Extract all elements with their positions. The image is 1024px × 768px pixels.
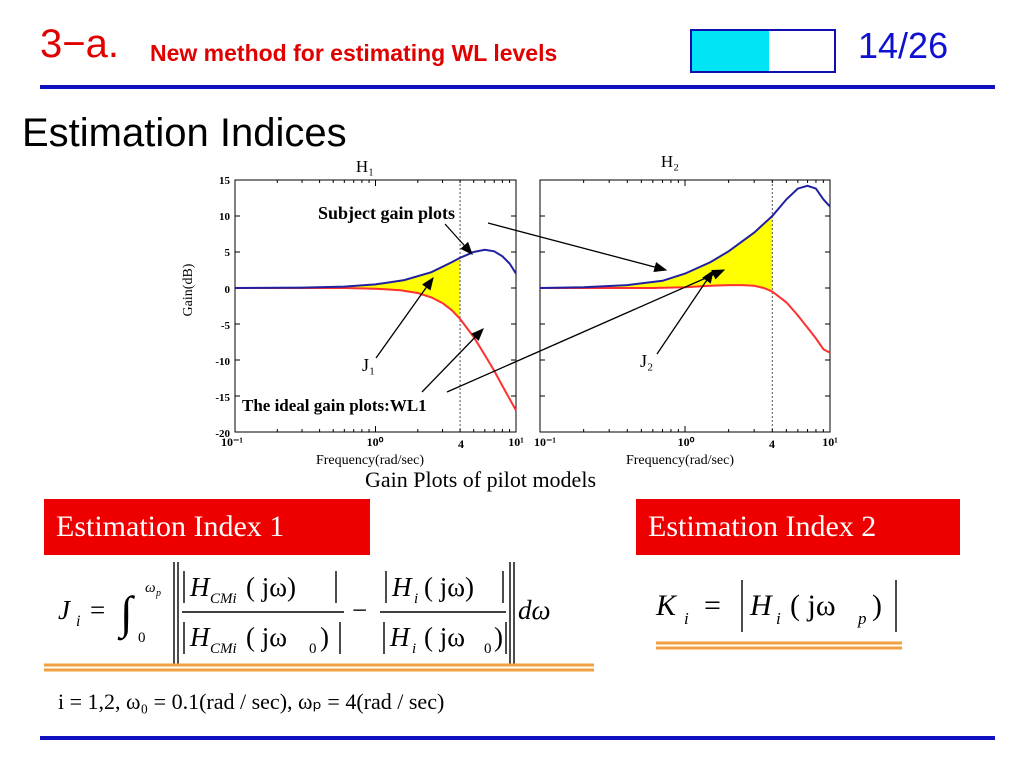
svg-text:H: H: [389, 622, 411, 652]
arrow-subject-2: [487, 222, 668, 273]
plot1-title: H₁: [356, 157, 374, 176]
estimation-index-1-label: Estimation Index 1: [44, 499, 370, 555]
y-tick-label: 10: [219, 211, 231, 223]
svg-text:H: H: [189, 572, 211, 602]
svg-text:H: H: [189, 622, 211, 652]
gain-plots-figure: H₁ H₂ Gain(dB) Frequency(rad/sec) Freque…: [181, 152, 838, 468]
svg-text:): ): [872, 589, 882, 622]
x-tick-label: 10¹: [508, 435, 524, 449]
arrow-j2: [446, 269, 726, 393]
plot2-frame: [539, 179, 831, 433]
arrow-j1: [375, 276, 434, 359]
plot1-shaded-area: [235, 257, 461, 319]
arrow-subject-1: [444, 223, 473, 255]
plot2-title: H₂: [661, 152, 679, 171]
y-tick-label: -20: [215, 428, 230, 440]
x-tick-label: 10⁰: [367, 435, 384, 449]
x-tick-label: 10⁻¹: [221, 435, 243, 449]
arrow-ideal-2: [656, 269, 714, 355]
bottom-divider: [40, 736, 995, 740]
svg-text:∫: ∫: [117, 587, 135, 641]
svg-text:( jω: ( jω: [424, 622, 465, 652]
x-tick-label: 4: [458, 437, 464, 451]
svg-text:J: J: [58, 595, 72, 625]
svg-text:0: 0: [138, 630, 146, 646]
svg-text:i: i: [684, 609, 689, 628]
svg-text:0: 0: [484, 641, 492, 657]
estimation-index-2-label: Estimation Index 2: [636, 499, 960, 555]
svg-text:): ): [320, 622, 329, 652]
svg-text:H: H: [391, 572, 413, 602]
svg-text:i: i: [776, 609, 781, 628]
slide-title: New method for estimating WL levels: [150, 40, 558, 66]
x-tick-label: 10¹: [822, 435, 838, 449]
svg-text:): ): [494, 622, 503, 652]
svg-text:=: =: [704, 589, 721, 622]
svg-text:=: =: [90, 595, 105, 625]
y-axis-label: Gain(dB): [181, 263, 196, 316]
page-heading: Estimation Indices: [22, 111, 347, 155]
plot2-x-axis-label: Frequency(rad/sec): [626, 453, 734, 468]
svg-text:dω: dω: [518, 595, 551, 625]
plot1-ideal-gain-line: [235, 287, 517, 411]
formula-k: K i = H i ( jω p ): [655, 580, 897, 632]
svg-text:i: i: [414, 591, 418, 607]
formula-j: J i = ∫ ω p 0 H CMi ( jω) H CMi ( jω 0 )…: [58, 562, 551, 664]
svg-text:CMi: CMi: [210, 641, 237, 657]
svg-text:0: 0: [309, 641, 317, 657]
parameters-line: i = 1,2, ω₀ = 0.1(rad / sec), ωₚ = 4(rad…: [58, 689, 444, 714]
svg-text:K: K: [655, 589, 678, 622]
subject-gain-label: Subject gain plots: [318, 203, 455, 223]
section-number: 3−a.: [40, 22, 119, 66]
svg-text:ω: ω: [145, 580, 156, 596]
j1-label: J₁: [362, 355, 375, 375]
arrow-ideal-1: [421, 328, 484, 393]
plots-caption: Gain Plots of pilot models: [365, 467, 596, 492]
svg-text:i: i: [76, 613, 80, 630]
y-tick-label: 0: [225, 284, 231, 296]
plot2-shaded-area: [540, 216, 773, 292]
svg-text:−: −: [352, 595, 367, 625]
y-tick-label: 5: [225, 247, 231, 259]
plot1-subject-gain-line: [234, 248, 517, 289]
svg-text:CMi: CMi: [210, 591, 237, 607]
formulas: J i = ∫ ω p 0 H CMi ( jω) H CMi ( jω 0 )…: [44, 562, 902, 714]
j2-label: J₂: [640, 351, 653, 371]
x-tick-label: 10⁻¹: [534, 435, 556, 449]
progress-fill: [692, 31, 769, 71]
svg-text:( jω): ( jω): [246, 572, 296, 602]
svg-text:p: p: [857, 609, 867, 628]
svg-text:( jω: ( jω: [790, 589, 836, 622]
page-counter: 14/26: [858, 25, 949, 66]
top-divider: [40, 85, 995, 89]
x-tick-label: 10⁰: [678, 435, 695, 449]
y-tick-label: 15: [219, 175, 231, 187]
plot1-x-axis-label: Frequency(rad/sec): [316, 453, 424, 468]
progress-bar: [690, 29, 836, 73]
plot2-subject-gain-line: [539, 184, 831, 289]
svg-text:i: i: [412, 641, 416, 657]
plot2-ideal-gain-line: [540, 284, 831, 354]
ideal-gain-label: The ideal gain plots:WL1: [242, 396, 427, 415]
svg-text:( jω: ( jω: [246, 622, 287, 652]
y-tick-label: -15: [215, 392, 230, 404]
svg-text:( jω): ( jω): [424, 572, 474, 602]
y-tick-label: -10: [215, 356, 230, 368]
svg-text:p: p: [155, 588, 161, 599]
y-tick-label: -5: [221, 320, 231, 332]
x-tick-label: 4: [769, 437, 775, 451]
svg-text:H: H: [749, 589, 774, 622]
